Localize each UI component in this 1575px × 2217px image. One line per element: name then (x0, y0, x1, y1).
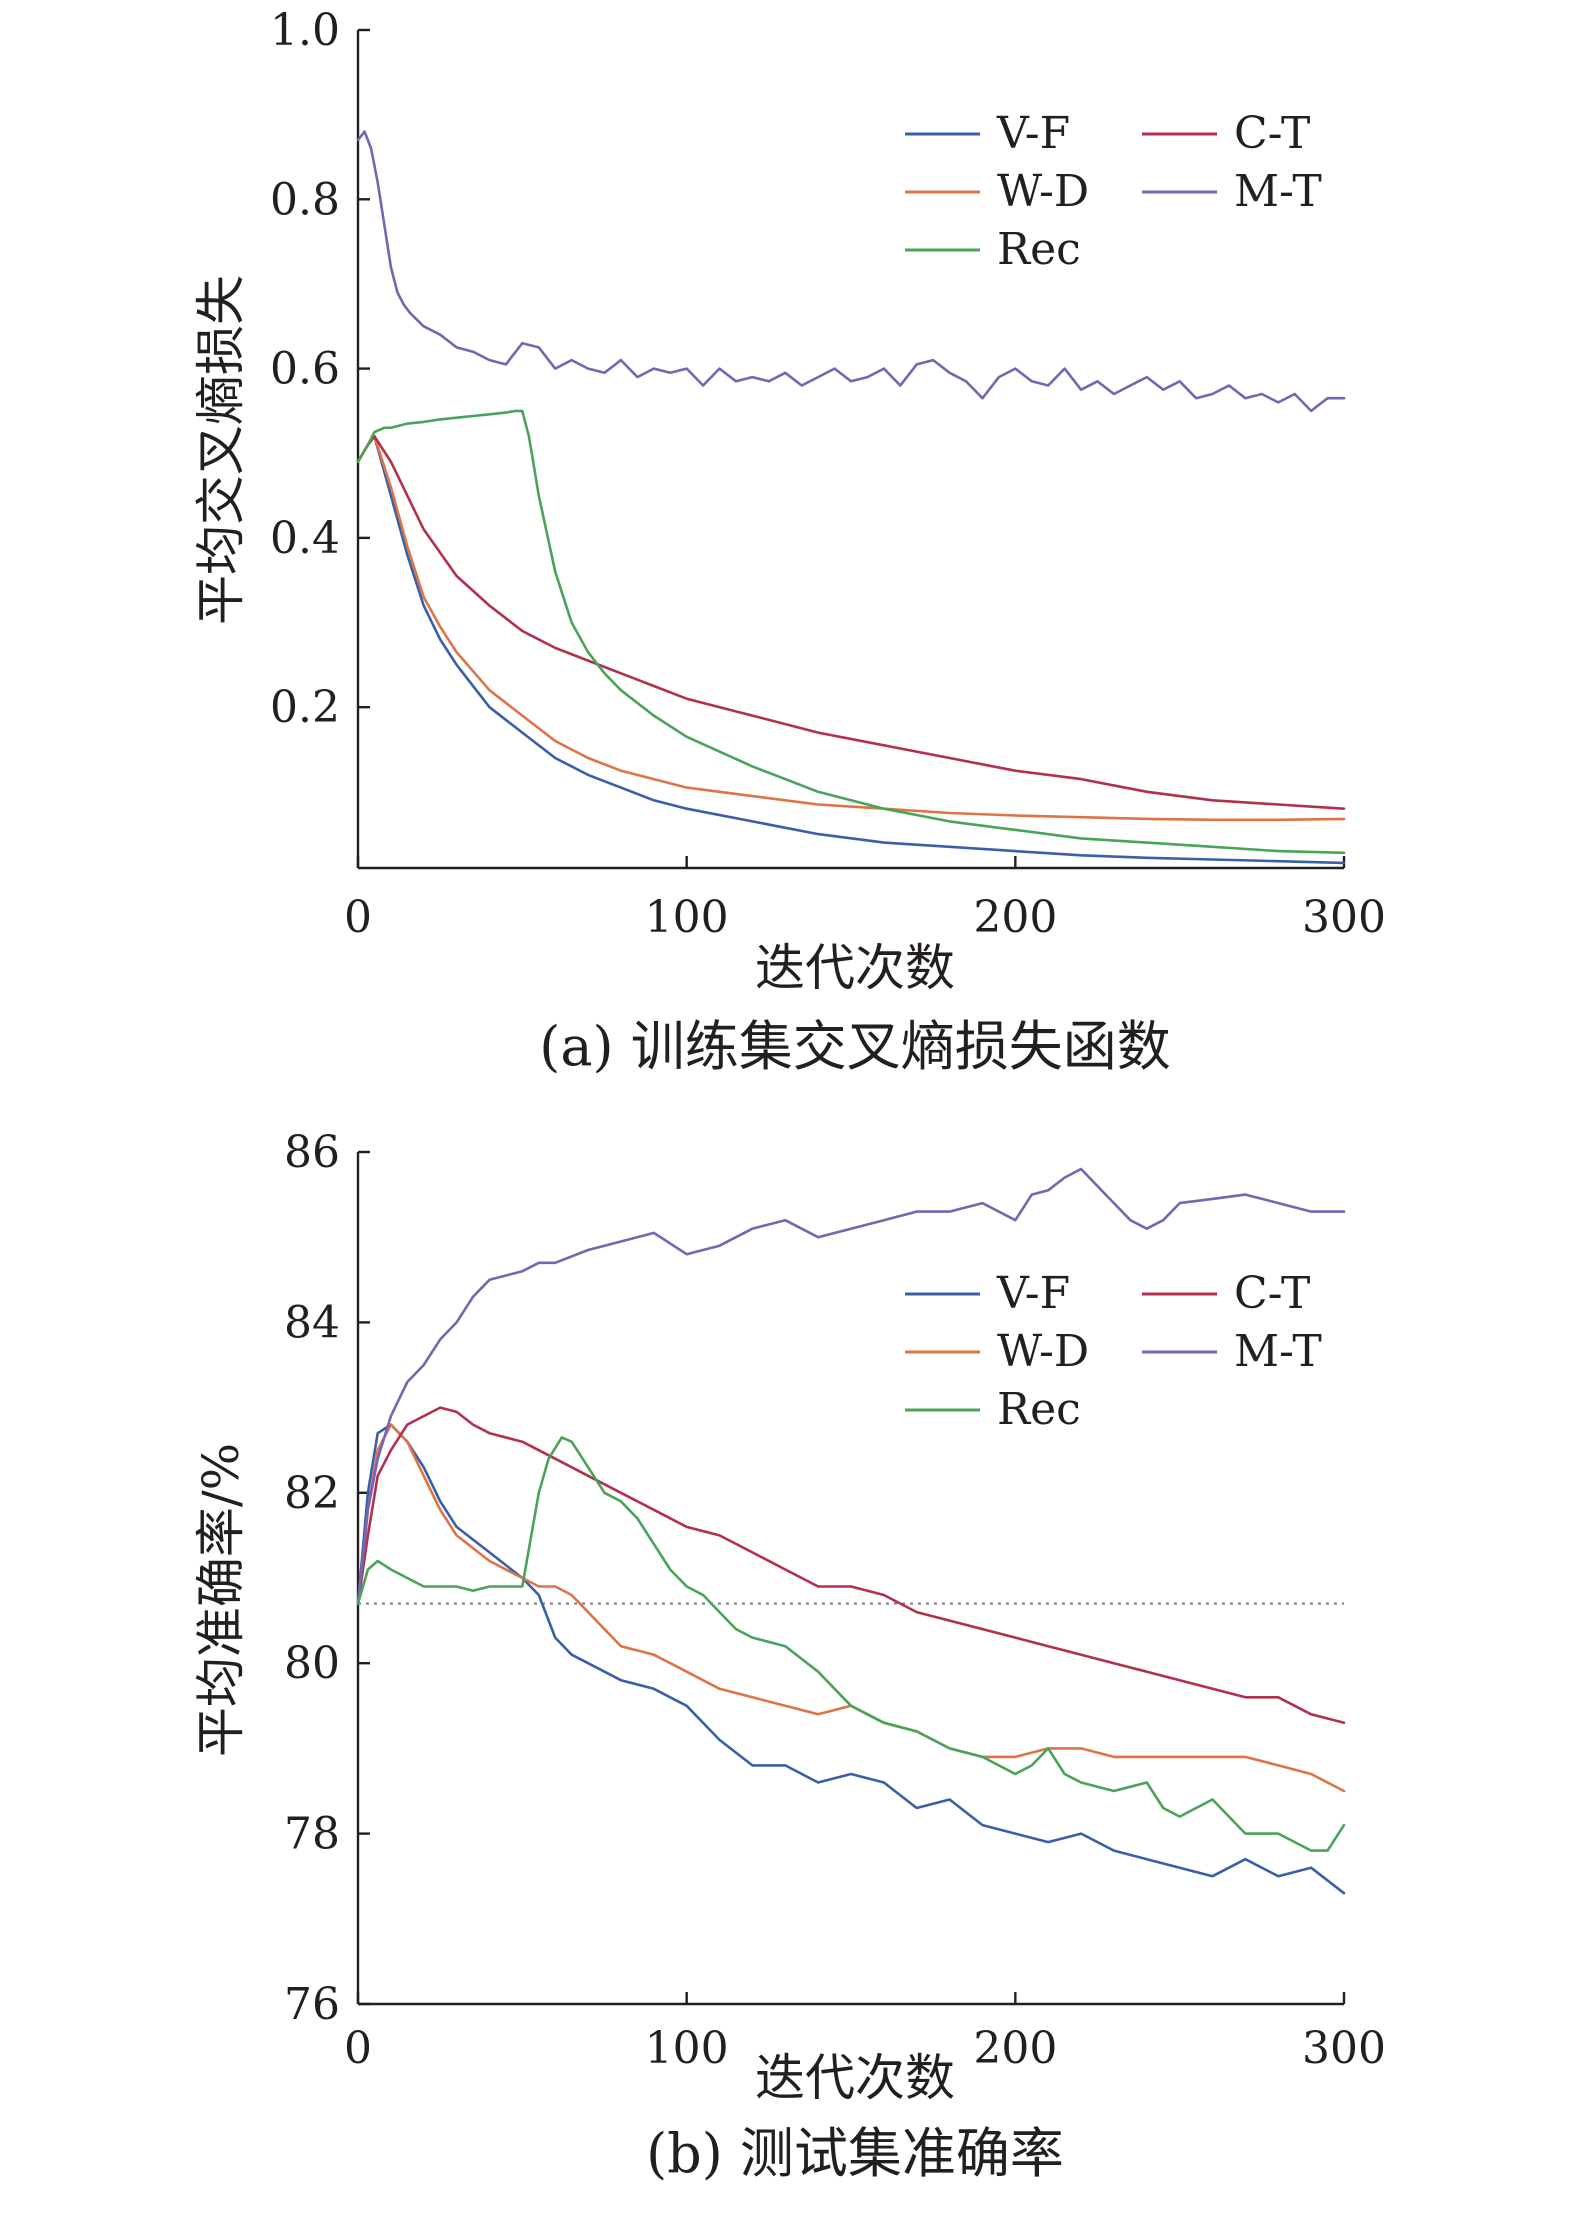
legend-label-c-t: C-T (1234, 1268, 1310, 1319)
chart-a-x-tick-label: 300 (1302, 892, 1386, 943)
chart-b: 平均准确率/% 迭代次数 (b) 测试集准确率 0 100 200 300 76 78 80… (192, 1127, 1386, 2185)
chart-b-x-tick-label: 100 (645, 2023, 729, 2074)
chart-a-legend: V-F C-T W-D M-T Rec (905, 108, 1322, 275)
chart-a-xlabel: 迭代次数 (755, 939, 955, 997)
chart-a: 平均交叉熵损失 迭代次数 (a) 训练集交叉熵损失函数 0 100 200 300 0.… (192, 5, 1386, 1078)
chart-b-series-c-t (356, 1406, 1346, 1725)
chart-a-title: (a) 训练集交叉熵损失函数 (539, 1015, 1171, 1078)
chart-b-legend: V-F C-T W-D M-T Rec (905, 1268, 1322, 1435)
chart-b-y-tick-label: 78 (284, 1809, 340, 1860)
legend-label-m-t: M-T (1234, 1326, 1322, 1377)
chart-a-series-c-t (356, 434, 1346, 811)
chart-a-series-m-t (356, 130, 1346, 413)
chart-b-ylabel: 平均准确率/% (192, 1443, 250, 1757)
legend-label-w-d: W-D (997, 166, 1089, 217)
chart-b-y-tick-label: 82 (284, 1468, 340, 1519)
chart-b-title: (b) 测试集准确率 (646, 2122, 1064, 2185)
chart-a-y-tick-label: 1.0 (270, 5, 340, 56)
chart-b-series-rec (356, 1436, 1346, 1852)
chart-a-x-tick-label: 100 (645, 892, 729, 943)
chart-b-x-tick-label: 0 (344, 2023, 372, 2074)
chart-b-y-tick-label: 84 (284, 1297, 340, 1348)
chart-a-y-tick-label: 0.4 (270, 513, 340, 564)
chart-a-y-tick-label: 0.6 (270, 344, 340, 395)
legend-label-w-d: W-D (997, 1326, 1089, 1377)
legend-label-m-t: M-T (1234, 166, 1322, 217)
chart-b-y-tick-label: 76 (284, 1979, 340, 2030)
chart-a-y-tick-label: 0.8 (270, 174, 340, 225)
chart-a-ylabel: 平均交叉熵损失 (192, 275, 250, 625)
chart-b-y-tick-label: 80 (284, 1638, 340, 1689)
legend-label-rec: Rec (997, 224, 1081, 275)
chart-b-series-m-t (356, 1167, 1346, 1605)
chart-b-x-tick-label: 200 (973, 2023, 1057, 2074)
chart-b-x-tick-label: 300 (1302, 2023, 1386, 2074)
chart-b-series-w-d (356, 1423, 1346, 1793)
chart-a-x-tick-label: 200 (973, 892, 1057, 943)
legend-label-v-f: V-F (996, 1268, 1070, 1319)
chart-a-series-v-f (356, 434, 1346, 865)
chart-a-series-w-d (356, 434, 1346, 822)
legend-label-v-f: V-F (996, 108, 1070, 159)
chart-b-y-tick-label: 86 (284, 1127, 340, 1178)
chart-b-xlabel: 迭代次数 (755, 2049, 955, 2107)
legend-label-rec: Rec (997, 1384, 1081, 1435)
chart-a-series-rec (356, 409, 1346, 855)
chart-a-y-tick-label: 0.2 (270, 682, 340, 733)
chart-a-x-tick-label: 0 (344, 892, 372, 943)
legend-label-c-t: C-T (1234, 108, 1310, 159)
chart-b-series-v-f (356, 1423, 1346, 1895)
